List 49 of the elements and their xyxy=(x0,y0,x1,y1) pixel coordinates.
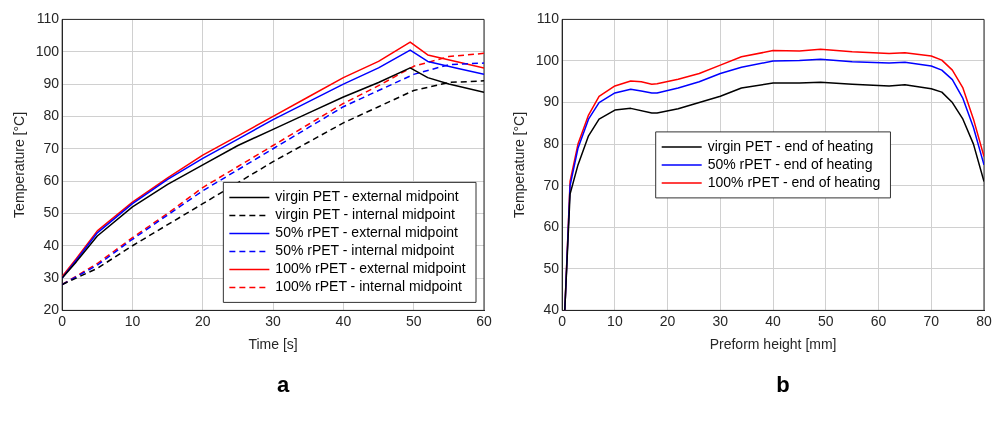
x-tick-label: 30 xyxy=(265,312,282,329)
y-tick-label: 100 xyxy=(35,42,60,59)
x-tick-label: 30 xyxy=(712,312,729,329)
y-tick-label: 110 xyxy=(36,10,60,27)
legend-label: 50% rPET - end of heating xyxy=(707,155,873,172)
text: b xyxy=(775,372,791,398)
x-tick-label: 60 xyxy=(476,312,492,329)
x-tick-label: 0 xyxy=(558,312,567,329)
y-axis-title: Temperature [°C] xyxy=(511,111,528,218)
y-tick-label: 90 xyxy=(43,74,60,91)
y-tick-label: 40 xyxy=(43,236,60,253)
x-tick-label: 60 xyxy=(870,312,887,329)
x-tick-label: 10 xyxy=(607,312,623,329)
legend-label: virgin PET - internal midpoint xyxy=(275,206,455,223)
x-tick-label: 50 xyxy=(405,312,422,329)
legend-label: 50% rPET - internal midpoint xyxy=(275,242,455,259)
y-tick-label: 30 xyxy=(43,268,60,285)
y-axis-title: Temperature [°C] xyxy=(11,111,28,218)
x-tick-label: 40 xyxy=(335,312,352,329)
y-tick-label: 40 xyxy=(543,301,560,318)
x-tick-label: 50 xyxy=(818,312,834,329)
x-tick-label: 40 xyxy=(765,312,782,329)
x-tick-label: 10 xyxy=(124,312,141,329)
legend-label: 100% rPET - internal midpoint xyxy=(275,278,462,295)
x-tick-label: 0 xyxy=(58,312,67,329)
legend-label: virgin PET - end of heating xyxy=(707,137,874,154)
y-tick-label: 100 xyxy=(535,51,560,68)
y-tick-label: 60 xyxy=(43,171,60,188)
legend-label: virgin PET - external midpoint xyxy=(275,188,459,205)
x-tick-label: 20 xyxy=(194,312,211,329)
y-tick-label: 80 xyxy=(543,134,560,151)
y-tick-label: 110 xyxy=(536,10,560,27)
legend-label: 100% rPET - external midpoint xyxy=(275,260,466,277)
x-tick-label: 20 xyxy=(659,312,676,329)
y-tick-label: 70 xyxy=(43,139,60,156)
y-tick-label: 80 xyxy=(43,107,60,124)
y-tick-label: 90 xyxy=(543,93,560,110)
y-tick-label: 50 xyxy=(43,204,60,221)
y-tick-label: 50 xyxy=(543,259,560,276)
x-axis-title: Time [s] xyxy=(248,336,298,353)
x-axis-title: Preform height [mm] xyxy=(709,336,837,353)
y-tick-label: 60 xyxy=(543,218,560,235)
text: a xyxy=(275,372,291,398)
y-tick-label: 20 xyxy=(43,301,60,318)
x-tick-label: 80 xyxy=(976,312,992,329)
y-tick-label: 70 xyxy=(543,176,560,193)
x-tick-label: 70 xyxy=(923,312,940,329)
legend-label: 50% rPET - external midpoint xyxy=(275,224,459,241)
legend-label: 100% rPET - end of heating xyxy=(707,173,881,190)
